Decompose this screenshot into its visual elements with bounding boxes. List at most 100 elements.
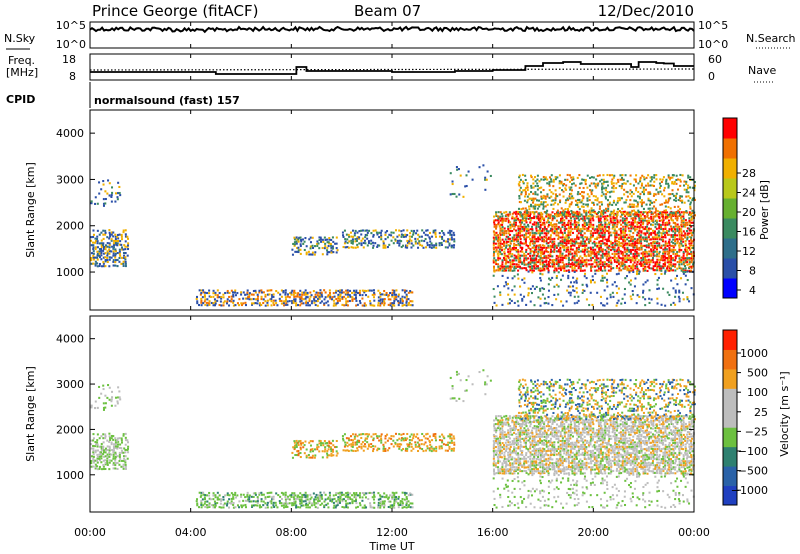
power-cell <box>310 294 313 297</box>
power-cell <box>616 259 619 262</box>
power-cell <box>581 259 584 262</box>
power-cell <box>600 213 603 216</box>
power-cell <box>674 217 677 220</box>
power-cell <box>354 297 357 300</box>
power-cell <box>639 192 642 195</box>
power-cell <box>513 293 516 296</box>
power-cell <box>453 192 456 196</box>
power-cell <box>107 179 110 182</box>
power-cell <box>631 267 634 270</box>
power-cell <box>608 191 611 194</box>
power-cell <box>615 266 618 270</box>
power-cell <box>572 197 575 200</box>
power-cell <box>570 209 573 213</box>
power-cell <box>504 214 507 218</box>
velocity-cell <box>110 443 113 446</box>
power-cell <box>532 197 535 200</box>
power-cell <box>224 291 227 295</box>
power-cell <box>558 214 561 217</box>
power-cell <box>524 240 527 243</box>
power-cell <box>118 233 121 236</box>
velocity-cell <box>90 462 93 465</box>
power-cell <box>517 183 520 186</box>
power-cell <box>625 265 628 268</box>
power-cell <box>213 298 216 301</box>
power-cell <box>553 227 556 230</box>
power-cell <box>611 244 614 247</box>
power-cell <box>630 223 633 226</box>
power-cell <box>533 242 536 245</box>
velocity-cell <box>108 459 111 462</box>
power-cell <box>684 274 687 277</box>
power-cell <box>413 229 416 232</box>
power-cell <box>337 289 340 293</box>
power-cell <box>595 269 598 272</box>
power-cell <box>595 254 598 257</box>
power-cell <box>320 240 323 243</box>
power-cell <box>685 230 688 233</box>
power-cell <box>658 238 661 241</box>
velocity-cell <box>112 451 115 454</box>
power-cell <box>618 256 621 259</box>
velocity-cell <box>114 457 117 460</box>
power-cell <box>534 205 537 208</box>
power-cell <box>515 236 518 239</box>
power-cell <box>597 260 600 263</box>
power-cell <box>519 178 522 181</box>
power-cell <box>555 269 558 272</box>
velocity-cell <box>107 384 110 387</box>
power-cell <box>519 211 522 214</box>
power-cell <box>90 239 93 242</box>
power-cell <box>604 197 607 200</box>
power-cell <box>627 258 630 262</box>
power-cell <box>575 214 578 217</box>
power-cell <box>611 227 614 230</box>
power-cell <box>647 227 650 230</box>
power-cell <box>565 248 568 251</box>
power-cell <box>533 267 536 270</box>
power-cell <box>666 291 669 294</box>
velocity-cell <box>230 497 233 500</box>
velocity-cell <box>108 386 111 389</box>
power-cell <box>553 215 556 218</box>
power-cell <box>597 225 600 228</box>
power-cell <box>556 176 559 179</box>
velocity-cell <box>315 493 318 496</box>
velocity-cell <box>206 500 209 503</box>
power-cell <box>372 229 375 232</box>
power-cell <box>523 281 526 284</box>
power-cell <box>655 174 658 177</box>
power-cell <box>323 247 326 250</box>
power-cell <box>686 221 689 224</box>
power-cell <box>685 210 688 213</box>
power-cell <box>594 269 597 272</box>
power-cell <box>280 302 283 305</box>
power-cell <box>674 197 677 200</box>
power-cell <box>548 180 551 183</box>
power-cell <box>662 217 665 220</box>
power-cell <box>586 186 589 189</box>
power-cell <box>606 281 609 284</box>
power-cell <box>284 291 287 294</box>
power-cell <box>692 244 695 247</box>
power-cell <box>532 192 535 195</box>
velocity-cell <box>337 499 340 502</box>
power-cell <box>539 267 542 270</box>
power-cell <box>652 251 655 254</box>
power-cell <box>543 265 546 268</box>
velocity-cell <box>292 446 295 449</box>
power-cell <box>667 214 670 217</box>
power-cell <box>568 270 571 273</box>
power-cell <box>664 231 667 234</box>
power-cell <box>411 304 414 307</box>
power-cell <box>328 242 331 245</box>
power-cell <box>660 232 663 235</box>
power-cell <box>565 223 568 226</box>
power-cell <box>196 300 199 303</box>
velocity-cell <box>251 504 254 507</box>
power-cell <box>258 289 261 292</box>
power-cell <box>679 178 682 181</box>
power-cell <box>604 211 607 214</box>
power-cell <box>601 248 604 251</box>
velocity-cell <box>216 491 219 494</box>
